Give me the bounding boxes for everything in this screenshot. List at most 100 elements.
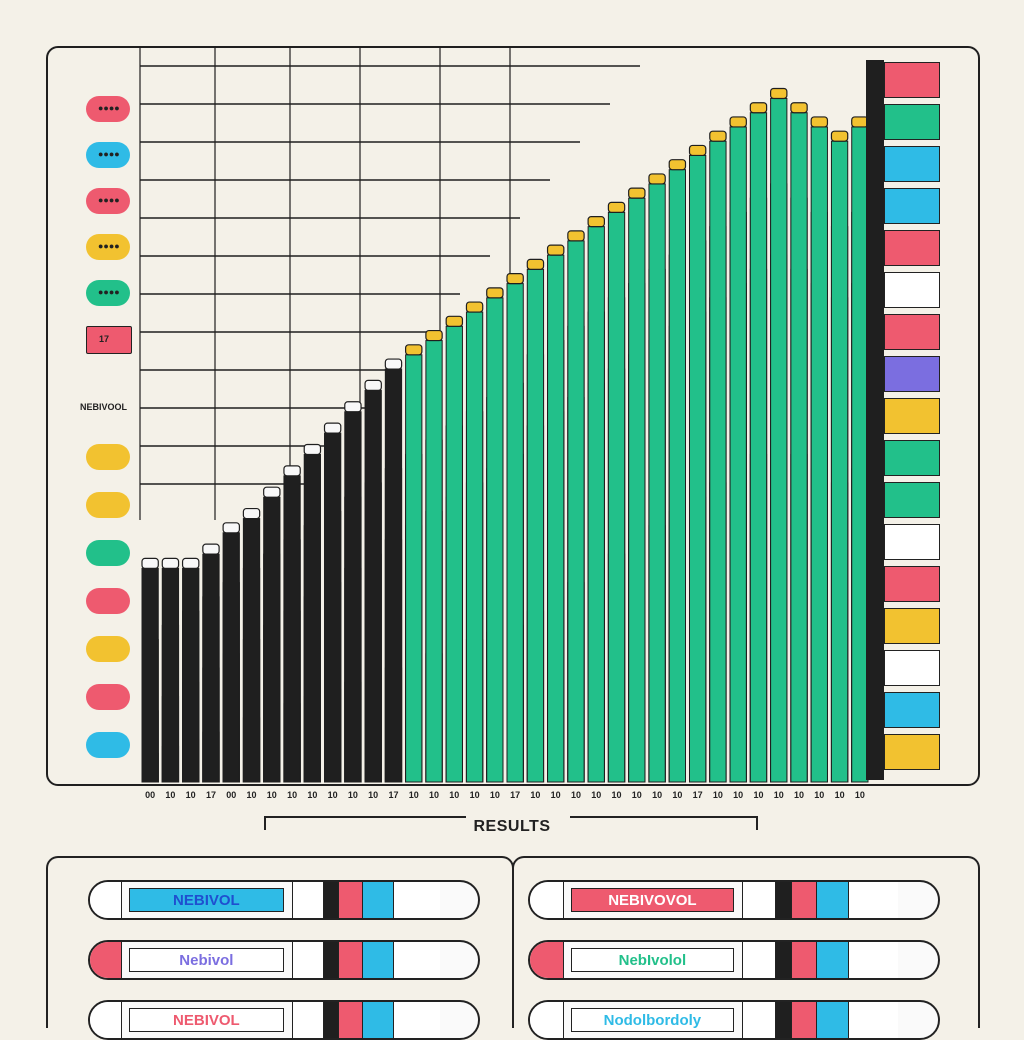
tube-band xyxy=(848,882,899,918)
right-legend-box xyxy=(884,566,940,602)
bar-cap xyxy=(628,187,646,199)
tube-band xyxy=(815,882,850,918)
x-tick-label: 10 xyxy=(591,790,602,800)
bar-cap xyxy=(587,216,605,228)
x-tick-label: 10 xyxy=(469,790,480,800)
x-tick-label: 10 xyxy=(266,790,277,800)
right-legend-box xyxy=(884,608,940,644)
right-legend-box xyxy=(884,272,940,308)
bar-tube-black xyxy=(790,112,808,783)
x-tick-label: 10 xyxy=(773,790,784,800)
tube-band xyxy=(848,942,899,978)
tube-end-cap xyxy=(90,942,123,978)
tube-band xyxy=(361,882,394,918)
bar-cap xyxy=(749,102,768,114)
tube-band xyxy=(774,1002,793,1038)
tube-label: NEBIVOL xyxy=(128,888,284,912)
x-tick-label: 10 xyxy=(753,790,764,800)
bar-tube-black xyxy=(607,211,626,783)
bar-tube-black xyxy=(263,496,281,783)
tube-band xyxy=(361,1002,394,1038)
bar-cap xyxy=(222,522,240,534)
bar-cap xyxy=(202,543,220,555)
legend-chip-bottom xyxy=(86,492,130,518)
bar-cap xyxy=(141,557,159,570)
bar-tube-black xyxy=(709,140,727,783)
bar-cap xyxy=(384,358,403,370)
x-tick-label: 17 xyxy=(388,790,399,800)
right-legend-box xyxy=(884,62,940,98)
x-tick-label: 10 xyxy=(530,790,541,800)
tube-band xyxy=(291,882,324,918)
bar-cap xyxy=(364,379,382,391)
tube-band xyxy=(791,1002,817,1038)
bar-tube-black xyxy=(161,567,180,783)
legend-chip-label: 17 xyxy=(99,334,110,344)
bar-tube-black xyxy=(547,254,565,783)
right-legend-box xyxy=(884,104,940,140)
tube-band xyxy=(742,882,776,918)
right-legend-box xyxy=(884,356,940,392)
x-tick-label: 00 xyxy=(226,790,237,800)
bar-cap xyxy=(546,244,565,256)
bar-tube-black xyxy=(729,126,747,783)
bar-cap xyxy=(770,87,788,100)
tube-band xyxy=(774,942,793,978)
bar-tube-black xyxy=(141,567,159,783)
legend-chip-bottom xyxy=(86,684,130,710)
tubes-panel-right xyxy=(512,856,980,1028)
x-tick-label: 10 xyxy=(712,790,723,800)
right-legend-box xyxy=(884,734,940,770)
bar-cap xyxy=(263,486,281,498)
right-tube-2: Nodolbordoly xyxy=(528,1000,940,1040)
tube-band xyxy=(322,942,340,978)
bar-tube-black xyxy=(648,183,666,783)
x-tick-label: 10 xyxy=(550,790,561,800)
bar-cap xyxy=(405,344,423,356)
tube-end-cap xyxy=(530,942,564,978)
tube-band xyxy=(291,1002,324,1038)
bar-cap xyxy=(506,273,524,285)
bar-tube-black xyxy=(830,140,849,783)
legend-chip-top: ●●●● xyxy=(86,96,130,122)
legend-chip-bottom xyxy=(86,444,130,470)
bar-tube-black xyxy=(364,389,382,783)
tube-band xyxy=(742,1002,776,1038)
tube-band xyxy=(338,1002,363,1038)
tube-band xyxy=(848,1002,899,1038)
x-tick-label: 10 xyxy=(347,790,358,800)
x-tick-label: 17 xyxy=(205,790,216,800)
legend-chip-bottom xyxy=(86,732,130,758)
left-tube-2: NEBIVOL xyxy=(88,1000,480,1040)
x-tick-label: 10 xyxy=(854,790,865,800)
bar-tube-black xyxy=(689,154,707,783)
bar-cap xyxy=(283,465,301,477)
bar-tube-black xyxy=(303,453,322,783)
tube-end-cap xyxy=(530,1002,564,1038)
results-bracket-left xyxy=(264,816,466,830)
x-tick-label: 10 xyxy=(611,790,622,800)
legend-chip-top: ●●●● xyxy=(86,142,130,168)
bar-tube-black xyxy=(749,112,768,783)
tube-band xyxy=(338,882,363,918)
right-legend-box xyxy=(884,314,940,350)
tube-label: NEBIVOVOL xyxy=(570,888,734,912)
right-legend-box xyxy=(884,230,940,266)
bar-cap xyxy=(344,401,362,413)
tube-band xyxy=(791,942,817,978)
x-tick-label: 10 xyxy=(794,790,805,800)
tube-band xyxy=(291,942,324,978)
bar-tube-black xyxy=(182,567,200,783)
tube-band xyxy=(392,1002,441,1038)
right-tube-0: NEBIVOVOL xyxy=(528,880,940,920)
tube-band xyxy=(361,942,394,978)
tube-band xyxy=(791,882,817,918)
right-legend-box xyxy=(884,524,940,560)
results-bracket-right xyxy=(570,816,758,830)
right-legend-box xyxy=(884,188,940,224)
legend-chip-label: ●●●● xyxy=(98,287,120,297)
bar-tube-black xyxy=(344,411,362,783)
legend-chip-bottom xyxy=(86,588,130,614)
bar-tube-black xyxy=(486,297,504,783)
